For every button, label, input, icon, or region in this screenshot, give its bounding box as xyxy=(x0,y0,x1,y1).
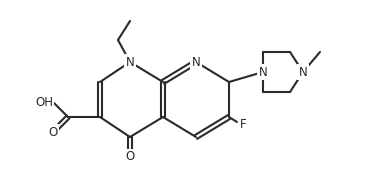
Text: N: N xyxy=(299,65,308,79)
Text: N: N xyxy=(126,55,134,69)
Text: O: O xyxy=(48,126,58,138)
Text: O: O xyxy=(126,151,135,164)
Text: OH: OH xyxy=(35,95,53,108)
Text: N: N xyxy=(259,65,268,79)
Text: N: N xyxy=(192,55,200,69)
Text: F: F xyxy=(240,118,246,131)
